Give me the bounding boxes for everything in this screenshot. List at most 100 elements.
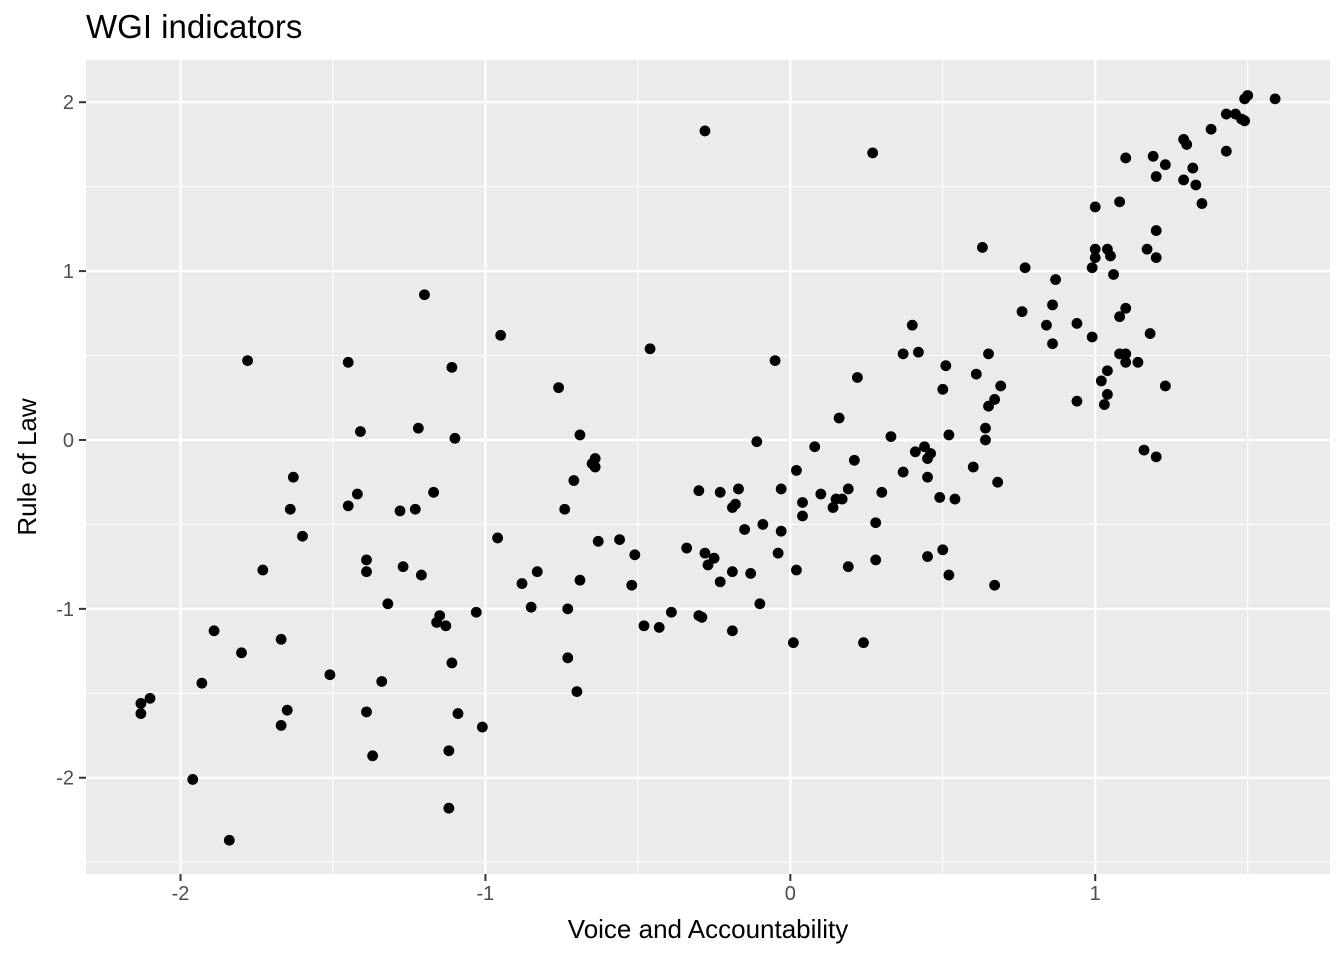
data-point <box>937 544 949 556</box>
data-point <box>980 422 991 434</box>
data-point <box>287 471 299 483</box>
data-point <box>1120 348 1132 360</box>
data-point <box>1144 328 1156 339</box>
data-point <box>922 471 933 483</box>
data-point <box>1095 375 1107 387</box>
data-point <box>382 598 394 610</box>
data-point <box>870 517 882 529</box>
data-point <box>1086 262 1098 274</box>
data-point <box>1178 174 1190 186</box>
data-point <box>757 519 769 530</box>
data-point <box>797 510 808 522</box>
data-point <box>1114 196 1126 208</box>
data-point <box>693 610 705 622</box>
data-point <box>787 637 799 649</box>
data-point <box>443 745 455 757</box>
data-point <box>769 355 781 367</box>
data-point <box>922 453 933 464</box>
data-point <box>208 625 220 637</box>
data-point <box>257 564 269 576</box>
data-point <box>1150 252 1162 263</box>
data-point <box>1181 139 1193 150</box>
data-point <box>1159 380 1171 392</box>
data-point <box>983 348 994 360</box>
data-point <box>992 476 1004 488</box>
data-point <box>281 704 293 716</box>
data-point <box>833 412 845 424</box>
data-point <box>1047 338 1058 350</box>
data-point <box>428 486 439 498</box>
data-point <box>681 542 693 554</box>
data-point <box>135 708 147 719</box>
data-point <box>772 547 784 559</box>
data-point <box>714 486 726 498</box>
x-tick-label: -1 <box>477 883 495 905</box>
data-point <box>967 461 979 473</box>
data-point <box>351 488 363 500</box>
data-point <box>629 549 641 561</box>
data-point <box>559 503 571 515</box>
data-points <box>135 90 1281 846</box>
data-point <box>754 598 766 610</box>
data-point <box>1108 269 1119 280</box>
data-point <box>726 502 738 513</box>
data-point <box>476 721 488 733</box>
data-point <box>284 503 296 515</box>
data-point <box>934 491 946 503</box>
data-point <box>906 319 918 331</box>
data-point <box>1220 145 1232 157</box>
data-point <box>1089 243 1101 255</box>
data-point <box>1098 399 1110 410</box>
data-point <box>1120 152 1132 164</box>
data-point <box>943 569 955 581</box>
data-point <box>553 382 564 394</box>
data-point <box>1150 225 1162 236</box>
data-point <box>562 603 574 615</box>
data-point <box>983 400 994 412</box>
data-point <box>989 579 1001 591</box>
data-point <box>135 698 147 709</box>
data-point <box>144 692 156 704</box>
data-point <box>702 559 714 571</box>
data-point <box>443 802 455 814</box>
data-point <box>644 343 656 355</box>
data-point <box>367 750 379 762</box>
data-point <box>1138 444 1150 456</box>
data-point <box>470 606 482 618</box>
data-point <box>1132 356 1144 368</box>
data-point <box>446 657 458 669</box>
data-point <box>870 554 882 566</box>
data-point <box>495 329 507 341</box>
data-point <box>1196 198 1208 209</box>
data-point <box>440 620 452 632</box>
x-axis-tick-labels: -2 -1 0 1 <box>172 883 1101 905</box>
data-point <box>412 422 424 434</box>
data-point <box>242 355 253 367</box>
data-point <box>1120 302 1132 314</box>
data-point <box>1239 93 1251 105</box>
data-point <box>940 360 952 372</box>
data-point <box>297 530 308 542</box>
data-point <box>409 503 421 515</box>
data-point <box>775 525 787 537</box>
data-point <box>842 483 854 495</box>
data-point <box>574 429 586 441</box>
data-point <box>1086 331 1098 343</box>
data-point <box>751 436 763 448</box>
data-point <box>342 356 354 368</box>
data-point <box>885 431 897 443</box>
data-point <box>827 502 839 513</box>
data-point <box>909 446 921 458</box>
data-point <box>943 429 955 441</box>
data-point <box>653 622 665 633</box>
data-point <box>452 708 464 719</box>
plot-panel <box>86 60 1330 874</box>
data-point <box>1105 250 1116 262</box>
data-point <box>1089 201 1101 213</box>
data-point <box>1102 388 1113 400</box>
data-point <box>275 719 287 731</box>
data-point <box>397 561 409 573</box>
data-point <box>937 383 949 395</box>
data-point <box>562 652 574 664</box>
